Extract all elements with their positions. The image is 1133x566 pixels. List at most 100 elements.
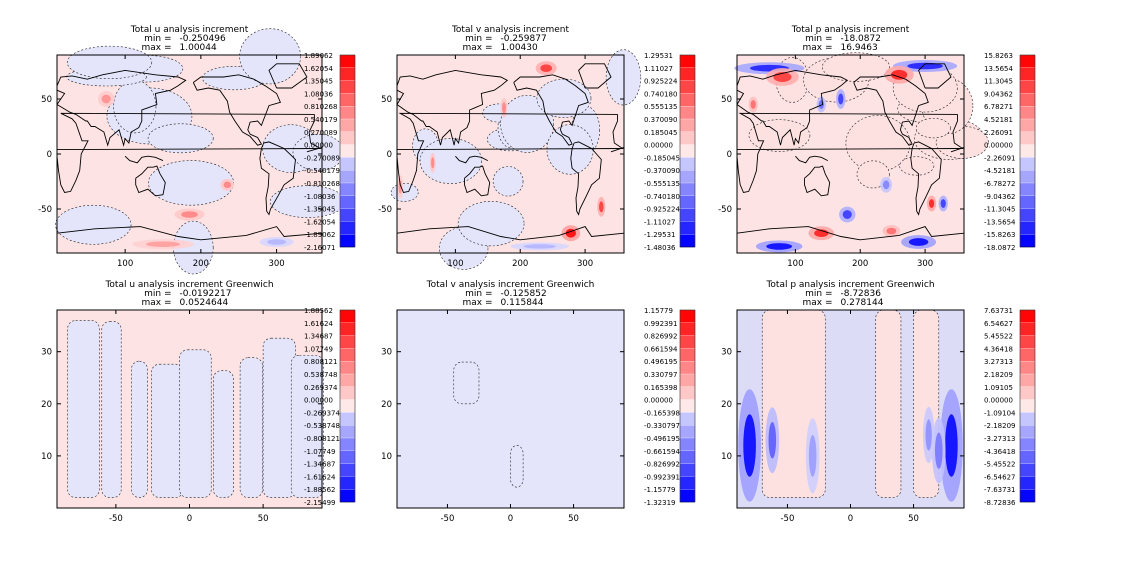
colorbar-segment [339,335,356,349]
x-tick-label: -50 [780,514,794,524]
coastline-0 [513,74,589,146]
colorbar-label: -2.15499 [304,499,335,507]
min-label: min = [465,34,492,44]
colorbar-segment [339,348,356,362]
contour-region [546,124,594,175]
coastline-0 [192,74,282,146]
colorbar-label: 0.00000 [984,397,1013,405]
colorbar-segment [1019,335,1036,349]
y-tick-label: -50 [38,205,52,215]
chart-panel-2: 100 200 300 50 0 -50 Total v analysis incremen… [378,25,696,270]
colorbar-frame [339,309,356,503]
colorbar-segment [1019,361,1036,375]
colorbar-label: -3.27313 [984,435,1015,443]
colorbar-segment [1019,221,1036,235]
colorbar-label: 2.26091 [984,129,1013,137]
colorbar-segment [1019,476,1036,490]
colorbar-segment [1019,386,1036,401]
colorbar-label: -0.925224 [644,206,680,214]
colorbar-label: -0.496195 [644,435,680,443]
max-value: 0.115844 [501,298,544,308]
coastline-2 [268,63,308,89]
y-tick-label: 50 [721,95,732,105]
y-tick-label: 20 [381,400,392,410]
coastline-8 [124,155,164,164]
colorbar-label: 0.540179 [304,116,337,124]
colorbar-segment [1019,54,1036,69]
colorbar-frame [339,54,356,248]
colorbar-segment [339,322,356,337]
colorbar-segment [679,131,696,146]
colorbar-segment [339,80,356,94]
colorbar-segment [679,399,696,413]
colorbar-segment [339,489,356,503]
feature-core-0 [743,414,756,477]
colorbar-segment [339,131,356,146]
continent-outlines [56,63,323,241]
min-label: min = [805,289,832,299]
colorbar-segment [339,144,356,158]
colorbar-label: 1.07749 [304,345,333,353]
colorbar-segment [1019,450,1036,465]
colorbar-segment [339,361,356,375]
colorbar-label: 0.808121 [304,358,337,366]
feature-core-8 [842,210,852,219]
colorbar-label: -0.992391 [644,473,680,481]
colorbar-label: -1.62054 [304,218,336,226]
chart-title: Total u analysis increment [130,25,249,35]
y-tick-label: -50 [718,205,732,215]
colorbar-label: 0.185045 [644,129,677,137]
chart-panel-4: -50 0 50 30 20 10 Total u analysis increment G… [41,280,356,524]
colorbar-segment [1019,131,1036,146]
contour-region [899,156,935,176]
feature-core-4 [838,93,844,105]
colorbar-label: -0.810268 [304,180,340,188]
min-value: -8.72836 [841,289,882,299]
colorbar-label: -1.15779 [644,486,675,494]
colorbar-segment [339,157,356,171]
contour-region [151,363,184,498]
colorbar-segment [1019,80,1036,94]
colorbar-frame [679,309,696,503]
colorbar-segment [679,361,696,375]
min-value: -0.0192217 [180,289,232,299]
colorbar-segment [1019,348,1036,362]
x-tick-label: 100 [787,259,803,269]
feature-core-13 [908,238,929,246]
colorbar-segment [1019,437,1036,452]
max-label: max = [462,298,492,308]
feature-core-9 [928,199,935,208]
colorbar-label: 11.3045 [984,78,1013,86]
colorbar-label: -0.270089 [304,154,340,162]
colorbar-label: -1.48036 [644,244,676,252]
colorbar-label: 0.925224 [644,78,678,86]
contour-regions [453,361,524,488]
feature-core-3 [891,69,908,80]
colorbar-segment [1019,425,1036,439]
colorbar-segment [339,399,356,413]
contour-region [605,49,642,106]
coastline-5 [135,165,166,197]
heatmap-features [98,91,294,250]
contour-region [453,361,480,405]
feature-core-4 [267,239,287,245]
min-value: -18.0872 [841,34,881,44]
coastline-8 [455,155,489,164]
colorbar-label: -0.555135 [644,180,680,188]
contour-region [179,349,212,498]
y-tick-label: 10 [41,452,52,462]
contour-region [419,138,483,184]
heatmap-features [738,389,963,502]
colorbar-label: 1.29531 [644,52,673,60]
colorbar-segment [679,106,696,120]
coastline-2 [578,63,612,89]
colorbar-segment [679,335,696,349]
contour-region [212,370,234,498]
x-tick-label: 0 [848,514,853,524]
colorbar-label: 0.269374 [304,384,338,392]
colorbar-label: 6.78271 [984,103,1013,111]
colorbar-segment [339,373,356,388]
colorbar-segment [1019,309,1036,324]
colorbar-label: -1.07749 [304,448,335,456]
coastline-4 [736,69,849,146]
